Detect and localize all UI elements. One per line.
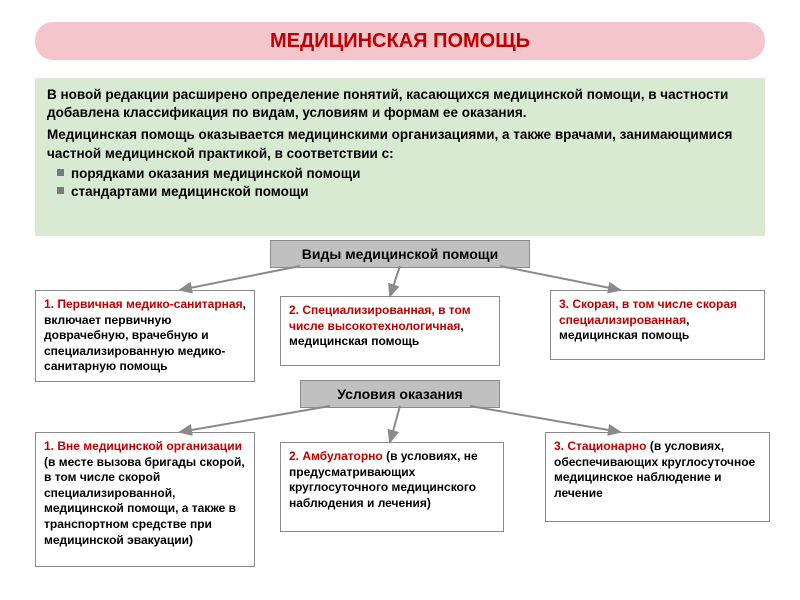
intro-para-2: Медицинская помощь оказывается медицинск… — [47, 126, 753, 162]
intro-para-1: В новой редакции расширено определение п… — [47, 86, 753, 122]
cond-card-1: 1. Вне медицинской организации (в месте … — [35, 432, 255, 567]
cond-1-red: 1. Вне медицинской организации — [44, 439, 242, 453]
intro-bullet-1: порядками оказания медицинской помощи — [57, 165, 753, 183]
intro-bullet-2: стандартами медицинской помощи — [57, 183, 753, 201]
cond-card-3: 3. Стационарно (в условиях, обеспечивающ… — [545, 432, 770, 522]
cond-1-blk: (в месте вызова бригады скорой, в том чи… — [44, 455, 245, 547]
page-title: МЕДИЦИНСКАЯ ПОМОЩЬ — [270, 30, 530, 53]
header-types: Виды медицинской помощи — [270, 240, 530, 268]
type-card-1: 1. Первичная медико-санитарная, включает… — [35, 290, 255, 382]
cond-card-2: 2. Амбулаторно (в условиях, не предусмат… — [280, 442, 504, 532]
cond-3-red: 3. Стационарно — [554, 439, 646, 453]
intro-box: В новой редакции расширено определение п… — [35, 78, 765, 236]
intro-bullets: порядками оказания медицинской помощи ст… — [47, 165, 753, 201]
type-card-2: 2. Специализированная, в том числе высок… — [280, 296, 500, 366]
type-3-red: 3. Скорая, в том числе скорая специализи… — [559, 297, 737, 327]
cond-2-red: 2. Амбулаторно — [289, 449, 383, 463]
type-2-red: 2. Специализированная, в том числе высок… — [289, 303, 471, 333]
title-bar: МЕДИЦИНСКАЯ ПОМОЩЬ — [35, 22, 765, 60]
type-card-3: 3. Скорая, в том числе скорая специализи… — [550, 290, 765, 360]
type-1-red: 1. Первичная медико-санитарная — [44, 297, 243, 311]
header-conditions: Условия оказания — [300, 380, 500, 408]
